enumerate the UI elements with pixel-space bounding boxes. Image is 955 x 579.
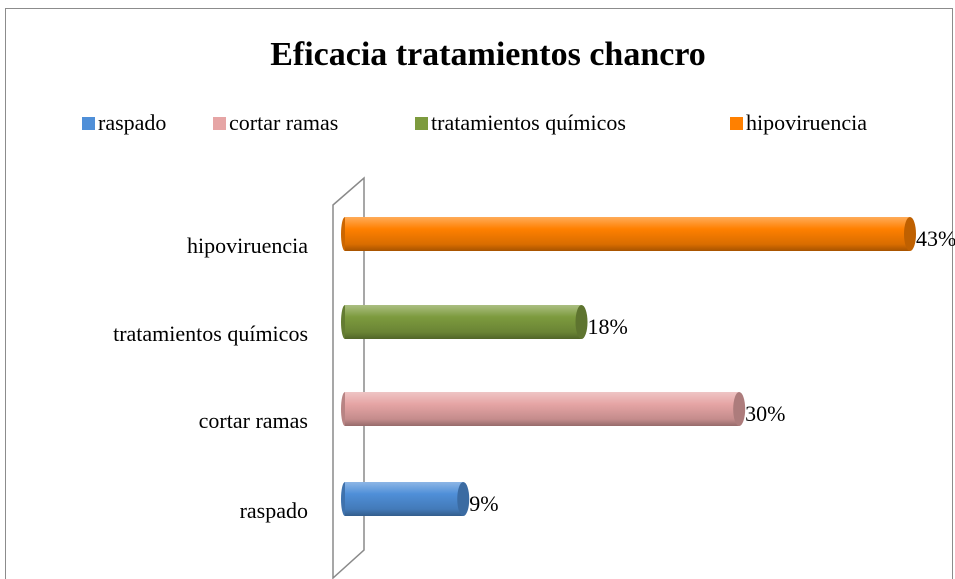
bar-cap-end (733, 392, 746, 426)
bar (345, 217, 910, 251)
y-tick-label: tratamientos químicos (113, 321, 308, 346)
legend-swatch (82, 117, 95, 130)
y-tick-label: raspado (240, 498, 308, 523)
bar (345, 392, 740, 426)
value-label: 43% (916, 226, 955, 251)
value-label: 30% (745, 401, 785, 426)
bar-cap-end (904, 217, 916, 251)
legend-label: tratamientos químicos (431, 110, 626, 135)
y-tick-label: hipoviruencia (187, 233, 308, 258)
value-label: 18% (588, 314, 628, 339)
y-tick-label: cortar ramas (199, 408, 308, 433)
legend-swatch (730, 117, 743, 130)
bar (345, 482, 464, 516)
legend-label: hipoviruencia (746, 110, 867, 135)
legend-label: raspado (98, 110, 166, 135)
axis-wall (332, 176, 365, 579)
bar-cap-end (457, 482, 470, 516)
bar (345, 305, 582, 339)
value-label: 9% (469, 491, 498, 516)
bar-cap-end (575, 305, 588, 339)
chart-border (5, 8, 953, 579)
legend-swatch (213, 117, 226, 130)
legend-swatch (415, 117, 428, 130)
chart-title: Eficacia tratamientos chancro (270, 36, 706, 73)
legend-label: cortar ramas (229, 110, 338, 135)
